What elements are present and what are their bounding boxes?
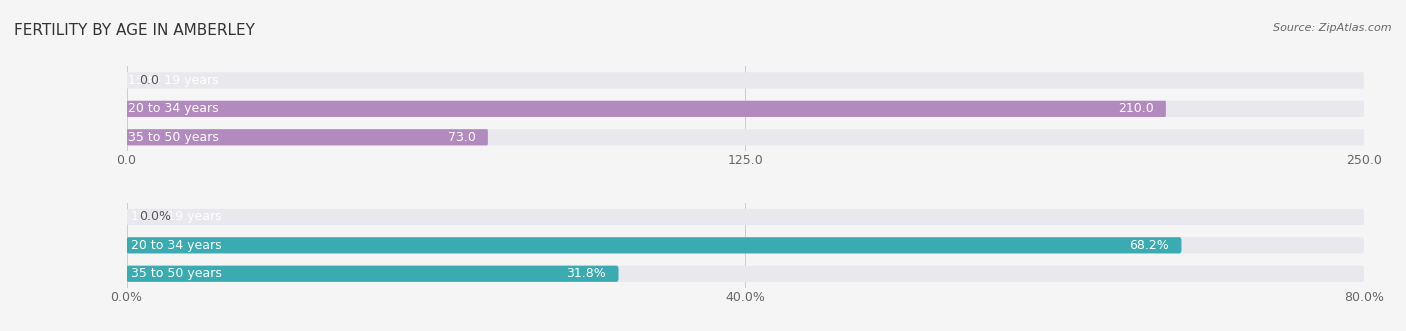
Text: 20 to 34 years: 20 to 34 years	[131, 239, 222, 252]
Text: 31.8%: 31.8%	[567, 267, 606, 280]
Text: FERTILITY BY AGE IN AMBERLEY: FERTILITY BY AGE IN AMBERLEY	[14, 23, 254, 38]
Text: Source: ZipAtlas.com: Source: ZipAtlas.com	[1274, 23, 1392, 33]
FancyBboxPatch shape	[127, 237, 1181, 254]
Text: 15 to 19 years: 15 to 19 years	[128, 74, 219, 87]
FancyBboxPatch shape	[127, 72, 1364, 88]
Text: 0.0: 0.0	[139, 74, 159, 87]
FancyBboxPatch shape	[127, 129, 488, 145]
FancyBboxPatch shape	[127, 266, 1364, 282]
Text: 0.0%: 0.0%	[139, 211, 172, 223]
Text: 15 to 19 years: 15 to 19 years	[131, 211, 222, 223]
Text: 35 to 50 years: 35 to 50 years	[128, 131, 219, 144]
Text: 35 to 50 years: 35 to 50 years	[131, 267, 222, 280]
FancyBboxPatch shape	[127, 129, 1364, 145]
FancyBboxPatch shape	[127, 101, 1364, 117]
Text: 20 to 34 years: 20 to 34 years	[128, 102, 219, 115]
Text: 210.0: 210.0	[1118, 102, 1153, 115]
Text: 68.2%: 68.2%	[1129, 239, 1168, 252]
Text: 73.0: 73.0	[447, 131, 475, 144]
FancyBboxPatch shape	[127, 209, 1364, 225]
FancyBboxPatch shape	[127, 237, 1364, 254]
FancyBboxPatch shape	[127, 101, 1166, 117]
FancyBboxPatch shape	[127, 266, 619, 282]
